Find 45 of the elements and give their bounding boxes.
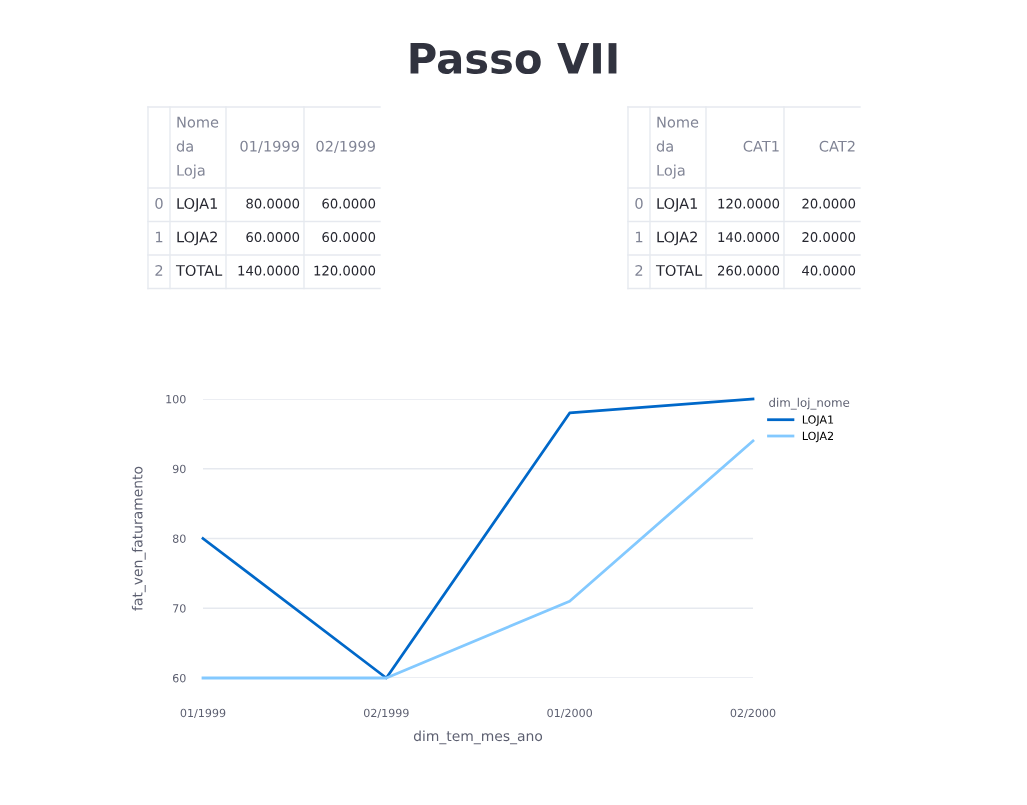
x-tick-label: 02/2000 [730,708,776,719]
text: TOTAL [655,264,703,276]
legend-title: dim_loj_nome [769,397,850,410]
category-label: CAT2 [819,140,855,152]
text: 60.0000 [322,198,376,209]
category-label: 1 [635,231,643,243]
category-label: Nome da Loja [656,116,699,179]
text: LOJA2 [177,231,217,246]
text: 120.0000 [718,198,780,209]
x-tick-label: 01/1999 [180,708,226,719]
text: 140.0000 [718,232,780,243]
x-tick-label: 02/1999 [363,708,409,719]
y-tick-label: 70 [173,604,186,613]
text: 60.0000 [322,232,376,243]
category-label: 0 [155,197,163,209]
x-tick-label: 01/2000 [547,708,593,719]
text: 20.0000 [802,232,856,243]
category-label: 1 [155,231,163,243]
x-axis-title: dim_tem_mes_ano [413,730,543,745]
legend-label: LOJA1 [802,415,834,426]
text: LOJA1 [657,197,698,212]
text: 40.0000 [802,265,856,276]
category-label: 01/1999 [240,140,299,153]
text: 60.0000 [246,232,300,243]
text: TOTAL [175,264,223,276]
text: 80.0000 [246,198,300,209]
category-label: Nome da Loja [176,116,219,179]
y-axis-title: fat_ven_faturamento [131,466,146,611]
y-tick-label: 60 [172,673,186,683]
category-label: 02/1999 [316,140,375,153]
category-label: 2 [155,264,163,276]
text: LOJA1 [177,197,218,212]
legend-label: LOJA2 [802,431,834,443]
text: 20.0000 [802,198,856,209]
category-label: 0 [635,197,643,209]
text: 120.0000 [314,265,376,276]
y-tick-label: 80 [172,534,186,543]
text: LOJA2 [657,231,697,246]
text: Passo VII [410,43,617,75]
y-tick-label: 90 [172,464,186,474]
text: 260.0000 [718,265,780,276]
category-label: CAT1 [743,140,779,152]
category-label: 2 [635,264,643,276]
text: 140.0000 [238,265,300,276]
y-tick-label: 100 [166,394,186,404]
